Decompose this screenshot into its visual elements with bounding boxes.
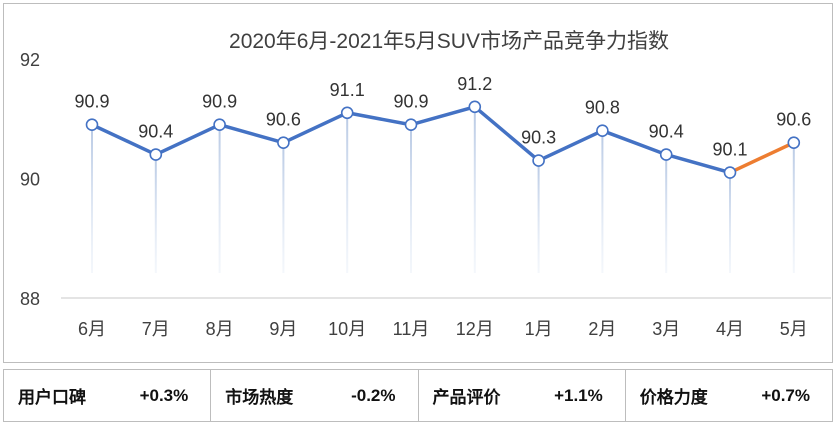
drop-line: [410, 124, 412, 273]
x-tick-label: 9月: [269, 319, 297, 339]
data-point: [596, 124, 609, 137]
data-point: [85, 118, 99, 132]
x-tick-label: 12月: [456, 319, 494, 339]
stat-value: +0.7%: [761, 385, 810, 405]
x-tick-label: 7月: [142, 319, 170, 339]
drop-line: [729, 172, 731, 273]
series-segment: [473, 105, 541, 163]
chart-frame: 2020年6月-2021年5月SUV市场产品竞争力指数 88 90 92 90.9 9…: [3, 3, 833, 363]
data-label: 90.9: [393, 92, 428, 112]
x-tick-label: 8月: [206, 319, 234, 339]
drop-line: [282, 142, 285, 273]
y-tick-label: 90: [20, 170, 40, 190]
x-tick-label: 11月: [393, 319, 430, 339]
series-segment: [217, 122, 286, 145]
stat-word-of-mouth: 用户口碑 +0.3%: [4, 370, 212, 421]
data-point: [149, 148, 163, 161]
x-tick-label: 6月: [78, 319, 106, 339]
x-tick-label: 10月: [328, 319, 366, 339]
data-point: [404, 118, 418, 132]
data-label: 90.9: [202, 92, 237, 112]
data-label: 90.1: [712, 140, 747, 160]
series-segment: [536, 128, 605, 163]
series-segment: [664, 152, 732, 175]
series-segment-highlight: [728, 140, 796, 175]
data-point: [659, 148, 673, 161]
stat-value: +0.3%: [139, 385, 189, 405]
stat-label: 产品评价: [432, 388, 501, 407]
drop-lines: [91, 106, 795, 274]
stat-label: 用户口碑: [18, 388, 86, 407]
data-point: [340, 106, 354, 120]
drop-line: [601, 130, 604, 273]
stat-price-strength: 价格力度 +0.7%: [626, 370, 832, 421]
x-tick-label: 1月: [525, 319, 553, 339]
data-label: 90.4: [649, 122, 684, 142]
stat-value: -0.2%: [351, 385, 396, 405]
x-tick-label: 2月: [588, 319, 616, 339]
drop-line: [537, 160, 540, 273]
data-label: 90.3: [521, 128, 556, 148]
stat-label: 市场热度: [225, 388, 294, 407]
data-point: [723, 166, 737, 179]
series-segment: [154, 122, 222, 157]
series-segment: [90, 122, 158, 157]
data-label: 90.6: [266, 110, 301, 130]
chart-title: 2020年6月-2021年5月SUV市场产品竞争力指数: [229, 30, 669, 53]
y-tick-label: 88: [20, 289, 40, 309]
series-segment: [409, 105, 477, 127]
drop-line: [346, 112, 349, 274]
drop-line: [218, 124, 221, 273]
data-point: [277, 136, 290, 149]
stat-product-rating: 产品评价 +1.1%: [419, 370, 626, 421]
x-axis-ticks: 6月 7月 8月 9月 10月 11月 12月 1月 2月 3月 4月 5月: [78, 319, 808, 339]
stat-label: 价格力度: [639, 388, 708, 407]
data-labels: 90.9 90.4 90.9 90.6 91.1 90.9 91.2 90.3 90.8 90.4…: [74, 74, 811, 160]
data-point: [787, 136, 801, 149]
series-segment: [600, 128, 668, 157]
data-label: 91.1: [330, 80, 365, 100]
data-label: 90.8: [585, 98, 620, 118]
series-segment: [345, 111, 413, 127]
data-markers: [85, 100, 801, 179]
x-tick-label: 4月: [716, 319, 744, 339]
x-tick-label: 3月: [652, 319, 680, 339]
data-label: 90.9: [74, 92, 109, 112]
drop-line: [91, 124, 93, 273]
series-lines: [90, 105, 796, 175]
drop-line: [473, 106, 476, 273]
data-label: 91.2: [457, 74, 492, 94]
drop-line: [665, 154, 668, 273]
y-axis-ticks: 88 90 92: [20, 50, 40, 309]
drop-line: [792, 142, 795, 273]
series-segment: [281, 111, 349, 145]
data-label: 90.6: [776, 110, 811, 130]
data-point: [532, 154, 545, 167]
stat-value: +1.1%: [554, 385, 603, 405]
stat-market-heat: 市场热度 -0.2%: [211, 370, 419, 421]
stats-bar: 用户口碑 +0.3% 市场热度 -0.2% 产品评价 +1.1% 价格力度 +0…: [3, 369, 833, 422]
x-tick-label: 5月: [780, 319, 808, 339]
data-point: [468, 100, 482, 114]
data-label: 90.4: [138, 122, 173, 142]
drop-line: [154, 154, 157, 273]
data-point: [213, 118, 226, 132]
y-tick-label: 92: [20, 50, 40, 70]
